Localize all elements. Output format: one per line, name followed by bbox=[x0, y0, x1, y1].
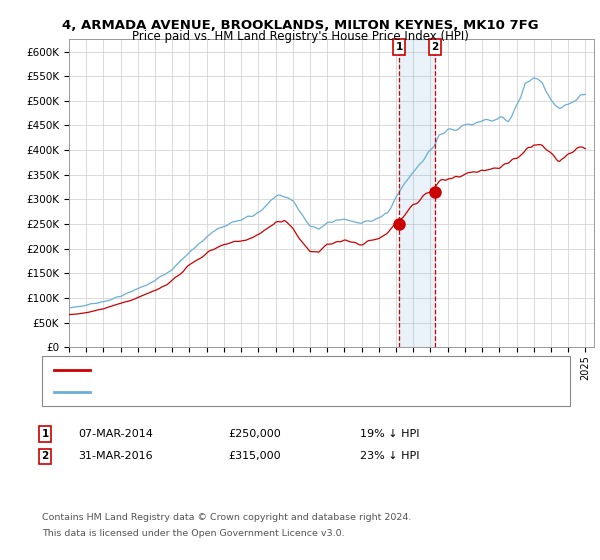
Text: Contains HM Land Registry data © Crown copyright and database right 2024.: Contains HM Land Registry data © Crown c… bbox=[42, 514, 412, 522]
Text: 07-MAR-2014: 07-MAR-2014 bbox=[78, 429, 153, 439]
Text: £315,000: £315,000 bbox=[228, 451, 281, 461]
Text: £250,000: £250,000 bbox=[228, 429, 281, 439]
Text: 31-MAR-2016: 31-MAR-2016 bbox=[78, 451, 152, 461]
Text: 19% ↓ HPI: 19% ↓ HPI bbox=[360, 429, 419, 439]
Text: 4, ARMADA AVENUE, BROOKLANDS, MILTON KEYNES, MK10 7FG (detached house): 4, ARMADA AVENUE, BROOKLANDS, MILTON KEY… bbox=[96, 365, 505, 375]
Bar bbox=[399, 39, 435, 347]
Text: 23% ↓ HPI: 23% ↓ HPI bbox=[360, 451, 419, 461]
Text: Price paid vs. HM Land Registry's House Price Index (HPI): Price paid vs. HM Land Registry's House … bbox=[131, 30, 469, 43]
Text: 2: 2 bbox=[41, 451, 49, 461]
Text: 2: 2 bbox=[431, 42, 439, 52]
Text: 1: 1 bbox=[41, 429, 49, 439]
Text: HPI: Average price, detached house, Milton Keynes: HPI: Average price, detached house, Milt… bbox=[96, 387, 350, 397]
Text: 4, ARMADA AVENUE, BROOKLANDS, MILTON KEYNES, MK10 7FG: 4, ARMADA AVENUE, BROOKLANDS, MILTON KEY… bbox=[62, 18, 538, 32]
Text: This data is licensed under the Open Government Licence v3.0.: This data is licensed under the Open Gov… bbox=[42, 529, 344, 538]
Text: 1: 1 bbox=[395, 42, 403, 52]
